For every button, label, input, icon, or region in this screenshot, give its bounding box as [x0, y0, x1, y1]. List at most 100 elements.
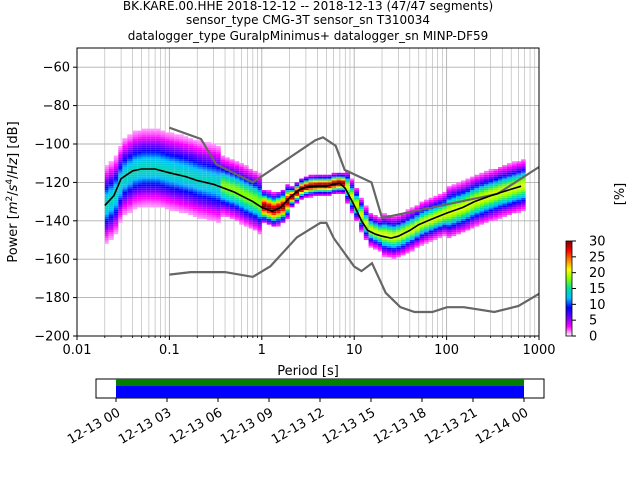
- histogram-cell: [414, 211, 420, 214]
- histogram-cell: [521, 174, 526, 177]
- histogram-cell: [197, 197, 203, 200]
- histogram-cell: [132, 136, 138, 139]
- histogram-cell: [220, 211, 226, 214]
- histogram-cell: [470, 195, 475, 198]
- histogram-cell: [206, 174, 212, 177]
- histogram-cell: [289, 192, 295, 194]
- histogram-cell: [137, 184, 142, 187]
- histogram-cell: [460, 222, 466, 225]
- histogram-cell: [188, 155, 193, 158]
- histogram-cell: [174, 161, 179, 164]
- histogram-cell: [108, 209, 114, 212]
- histogram-cell: [183, 178, 189, 181]
- histogram-cell: [502, 174, 507, 177]
- histogram-cell: [405, 215, 410, 217]
- histogram-cell: [188, 167, 193, 169]
- histogram-cell: [313, 178, 318, 181]
- histogram-cell: [225, 165, 230, 168]
- histogram-cell: [197, 178, 203, 181]
- histogram-cell: [276, 201, 281, 204]
- histogram-cell: [419, 241, 425, 244]
- y-tick-label: −60: [43, 61, 70, 76]
- histogram-cell: [341, 176, 346, 179]
- histogram-cell: [336, 172, 342, 175]
- histogram-cell: [188, 180, 193, 183]
- histogram-cell: [174, 168, 179, 171]
- histogram-cell: [192, 163, 198, 166]
- histogram-cell: [257, 228, 262, 231]
- histogram-cell: [460, 207, 466, 210]
- histogram-cell: [470, 222, 475, 225]
- noise-model-nhnm: [169, 126, 540, 220]
- histogram-cell: [113, 170, 119, 173]
- histogram-cell: [484, 178, 489, 181]
- colorbar-tick-label: 30: [589, 235, 606, 250]
- histogram-cell: [169, 147, 175, 150]
- histogram-cell: [280, 201, 286, 204]
- histogram-cell: [234, 167, 240, 169]
- histogram-cell: [104, 190, 109, 192]
- histogram-cell: [419, 216, 425, 219]
- histogram-cell: [252, 182, 258, 185]
- histogram-cell: [155, 176, 161, 179]
- plot-area: 0.01 0.1 1 10 100 1000 −200−180−160−140−120−1…: [34, 47, 556, 358]
- histogram-cell: [243, 222, 249, 225]
- histogram-cell: [243, 209, 249, 212]
- histogram-cell: [188, 192, 193, 194]
- histogram-cell: [331, 184, 337, 187]
- histogram-cell: [373, 218, 378, 221]
- histogram-cell: [229, 172, 235, 175]
- histogram-cell: [345, 186, 350, 189]
- histogram-cell: [405, 220, 410, 223]
- histogram-cell: [192, 157, 198, 160]
- histogram-cell: [202, 174, 207, 177]
- histogram-cell: [137, 178, 142, 181]
- histogram-cell: [206, 199, 212, 202]
- histogram-cell: [456, 211, 461, 214]
- histogram-cell: [243, 174, 249, 177]
- histogram-cell: [202, 170, 207, 173]
- histogram-cell: [183, 140, 189, 143]
- histogram-cell: [132, 180, 138, 183]
- histogram-cell: [169, 174, 175, 177]
- histogram-cell: [409, 213, 415, 216]
- histogram-cell: [216, 213, 221, 216]
- histogram-cell: [498, 188, 503, 191]
- histogram-cell: [248, 195, 253, 198]
- y-tick-label: −180: [34, 291, 70, 306]
- histogram-cell: [391, 255, 397, 258]
- histogram-cell: [183, 176, 189, 179]
- histogram-cell: [234, 199, 240, 202]
- histogram-cell: [382, 240, 387, 242]
- histogram-cell: [165, 138, 170, 141]
- histogram-cell: [127, 159, 133, 162]
- histogram-cell: [206, 192, 212, 194]
- histogram-cell: [169, 188, 175, 191]
- histogram-cell: [493, 172, 499, 175]
- histogram-cell: [216, 211, 221, 214]
- histogram-cell: [118, 147, 123, 150]
- histogram-cell: [122, 199, 128, 202]
- histogram-cell: [261, 216, 267, 219]
- histogram-cell: [197, 205, 203, 208]
- histogram-cell: [502, 211, 507, 214]
- histogram-cell: [456, 215, 461, 217]
- histogram-cell: [419, 224, 425, 227]
- histogram-cell: [257, 209, 262, 212]
- histogram-cell: [516, 167, 522, 169]
- histogram-cell: [299, 192, 304, 194]
- histogram-cell: [405, 234, 410, 237]
- histogram-cell: [183, 186, 189, 189]
- histogram-cell: [108, 213, 114, 216]
- histogram-cell: [178, 195, 184, 198]
- histogram-cell: [146, 157, 151, 160]
- histogram-cell: [299, 197, 304, 200]
- histogram-cell: [419, 213, 425, 216]
- histogram-cell: [132, 130, 138, 133]
- histogram-cell: [174, 159, 179, 162]
- histogram-cell: [261, 213, 267, 216]
- histogram-cell: [160, 188, 166, 191]
- histogram-cell: [174, 195, 179, 198]
- histogram-cell: [317, 176, 323, 179]
